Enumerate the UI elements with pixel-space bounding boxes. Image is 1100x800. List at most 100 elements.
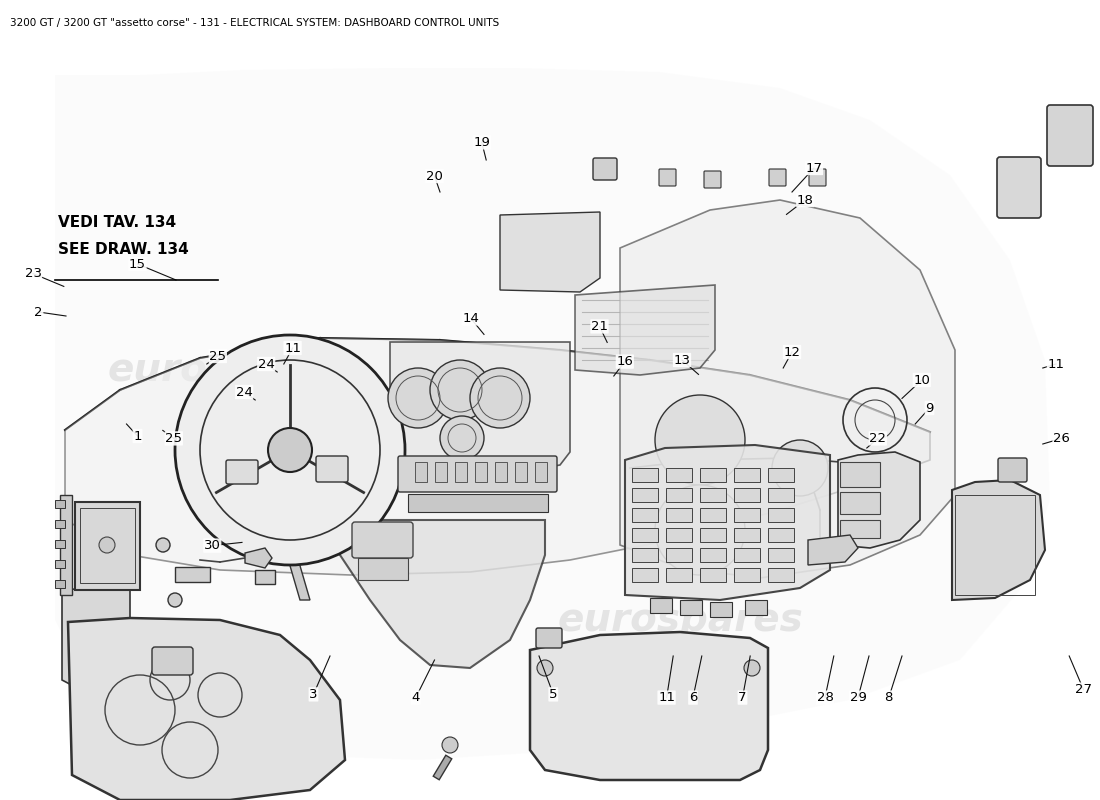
Bar: [55, 560, 65, 568]
Polygon shape: [530, 632, 768, 780]
Circle shape: [156, 538, 170, 552]
Bar: [666, 508, 692, 522]
Text: 25: 25: [165, 432, 183, 445]
Bar: [700, 548, 726, 562]
Circle shape: [388, 368, 448, 428]
Bar: [434, 462, 447, 482]
FancyBboxPatch shape: [704, 171, 720, 188]
Bar: [734, 568, 760, 582]
Polygon shape: [808, 535, 858, 565]
Text: 17: 17: [805, 162, 823, 174]
Bar: [650, 598, 672, 613]
Text: 11: 11: [1047, 358, 1065, 370]
FancyBboxPatch shape: [808, 169, 826, 186]
Bar: [700, 468, 726, 482]
Polygon shape: [62, 585, 130, 700]
Bar: [632, 468, 658, 482]
Bar: [840, 492, 880, 514]
Text: 11: 11: [284, 342, 301, 354]
Bar: [632, 488, 658, 502]
Bar: [734, 508, 760, 522]
Bar: [666, 488, 692, 502]
Polygon shape: [68, 618, 345, 800]
FancyBboxPatch shape: [659, 169, 676, 186]
Polygon shape: [625, 445, 830, 600]
Bar: [495, 462, 507, 482]
Text: 8: 8: [884, 691, 893, 704]
Circle shape: [744, 660, 760, 676]
Bar: [632, 508, 658, 522]
FancyBboxPatch shape: [352, 522, 412, 558]
Text: 10: 10: [913, 374, 931, 386]
Bar: [75, 502, 140, 590]
Text: 29: 29: [849, 691, 867, 704]
Polygon shape: [330, 520, 544, 668]
FancyBboxPatch shape: [536, 628, 562, 648]
Bar: [734, 488, 760, 502]
Text: 1: 1: [133, 430, 142, 442]
Circle shape: [654, 395, 745, 485]
Text: eurospares: eurospares: [107, 351, 353, 389]
Bar: [734, 548, 760, 562]
Polygon shape: [65, 338, 930, 575]
Circle shape: [99, 537, 116, 553]
Bar: [840, 520, 880, 538]
Bar: [700, 488, 726, 502]
Text: 16: 16: [616, 355, 634, 368]
Circle shape: [772, 440, 828, 496]
Text: 27: 27: [1075, 683, 1092, 696]
Text: 7: 7: [738, 691, 747, 704]
Bar: [666, 548, 692, 562]
Bar: [175, 567, 210, 582]
Circle shape: [470, 368, 530, 428]
Text: 19: 19: [473, 136, 491, 149]
Bar: [734, 528, 760, 542]
Text: 30: 30: [204, 539, 221, 552]
Text: 22: 22: [869, 432, 887, 445]
Bar: [700, 508, 726, 522]
Bar: [60, 495, 72, 595]
Bar: [415, 462, 427, 482]
Bar: [700, 568, 726, 582]
Bar: [768, 508, 794, 522]
Bar: [632, 568, 658, 582]
Bar: [955, 495, 1035, 595]
Circle shape: [442, 737, 458, 753]
Polygon shape: [265, 480, 310, 600]
Bar: [80, 508, 135, 583]
FancyBboxPatch shape: [593, 158, 617, 180]
Text: 23: 23: [24, 267, 42, 280]
Circle shape: [175, 335, 405, 565]
Bar: [55, 580, 65, 588]
Bar: [455, 462, 468, 482]
Bar: [408, 494, 548, 512]
Bar: [710, 602, 732, 617]
Polygon shape: [500, 212, 600, 292]
Text: 13: 13: [673, 354, 691, 366]
Text: 3200 GT / 3200 GT "assetto corse" - 131 - ELECTRICAL SYSTEM: DASHBOARD CONTROL U: 3200 GT / 3200 GT "assetto corse" - 131 …: [10, 18, 499, 28]
Text: 14: 14: [462, 312, 480, 325]
Circle shape: [537, 660, 553, 676]
Text: 11: 11: [658, 691, 675, 704]
Bar: [632, 528, 658, 542]
Text: 21: 21: [591, 320, 608, 333]
Bar: [666, 468, 692, 482]
Bar: [734, 468, 760, 482]
Bar: [535, 462, 547, 482]
Text: 25: 25: [209, 350, 227, 362]
Circle shape: [268, 428, 312, 472]
Bar: [632, 548, 658, 562]
Text: 5: 5: [549, 688, 558, 701]
Text: 6: 6: [689, 691, 697, 704]
Circle shape: [430, 360, 490, 420]
FancyBboxPatch shape: [226, 460, 258, 484]
Bar: [768, 568, 794, 582]
FancyBboxPatch shape: [316, 456, 348, 482]
FancyBboxPatch shape: [1047, 105, 1093, 166]
Text: 20: 20: [426, 170, 443, 182]
Bar: [768, 528, 794, 542]
Text: VEDI TAV. 134: VEDI TAV. 134: [58, 215, 176, 230]
Bar: [840, 462, 880, 487]
Polygon shape: [575, 285, 715, 375]
Text: 15: 15: [129, 258, 146, 270]
